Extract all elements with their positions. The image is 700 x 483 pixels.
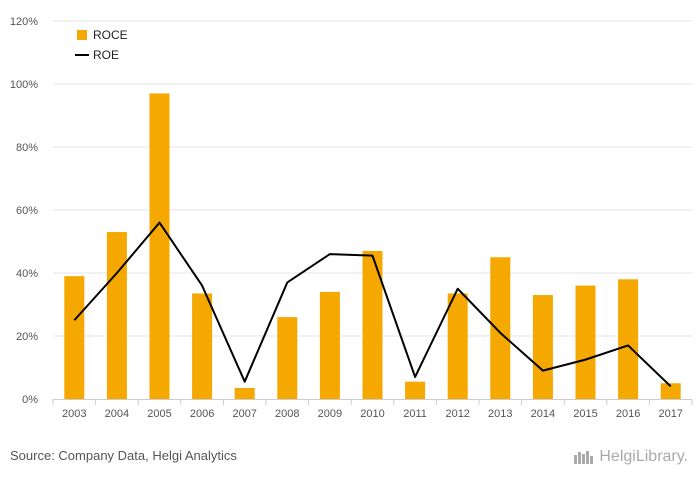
bar-roce-2015 [575,285,596,399]
x-tick-label: 2015 [573,408,597,420]
x-tick-label: 2007 [232,408,256,420]
x-tick-label: 2009 [318,408,342,420]
x-tick-label: 2011 [403,408,427,420]
x-tick-label: 2014 [531,408,555,420]
library-icon [574,451,594,464]
y-tick-label: 20% [16,331,38,343]
bar-roce-2006 [192,293,213,399]
x-tick-label: 2012 [445,408,469,420]
x-tick-label: 2005 [147,408,171,420]
chart: 0%20%40%60%80%100%120% 2003 2004 2005 2006 2… [10,16,693,420]
x-tick-label: 2017 [658,408,682,420]
bar-roce-2003 [64,276,85,399]
bar-roce-2016 [618,279,639,399]
bar-roce-2012 [447,293,468,399]
bar-roce-2010 [362,250,383,399]
bar-roce-2004 [106,232,127,399]
bar-roce-2017 [660,383,681,399]
bar-roce-2013 [490,257,511,399]
y-tick-label: 100% [10,79,38,91]
bar-roce-2011 [405,381,426,399]
line-roe [73,221,672,388]
x-axis: 2003 2004 2005 2006 2007 2008 2009 2010 2011 2012… [52,399,693,420]
legend-roce-label: ROCE [93,28,128,42]
roe-line [73,221,672,388]
x-tick-label: 2013 [488,408,512,420]
x-tick-label: 2016 [616,408,640,420]
y-tick-label: 0% [22,394,38,406]
y-tick-label: 80% [16,142,38,154]
y-tick-label: 40% [16,268,38,280]
x-tick-label: 2008 [275,408,299,420]
legend-roe-label: ROE [93,48,119,62]
brand-logo: HelgiLibrary. [573,448,688,466]
bar-roce-2009 [319,291,340,399]
brand-name: HelgiLibrary. [599,448,688,465]
y-tick-label: 60% [16,205,38,217]
x-tick-label: 2003 [62,408,86,420]
y-axis-ticks: 0% 20% 40% 60% 80% 100% 120% [10,16,38,406]
x-tick-label: 2004 [105,408,129,420]
bar-roce-2008 [277,317,298,399]
source-note: Source: Company Data, Helgi Analytics [10,448,237,463]
y-tick-label: 120% [10,16,38,28]
legend-roce-swatch [77,30,87,40]
x-tick-label: 2010 [360,408,384,420]
roce-bars [64,93,681,399]
bar-roce-2005 [149,93,170,399]
x-tick-label: 2006 [190,408,214,420]
bar-roce-2007 [234,387,255,399]
legend: ROCE ROE [75,28,128,62]
bar-roce-2014 [532,295,553,399]
